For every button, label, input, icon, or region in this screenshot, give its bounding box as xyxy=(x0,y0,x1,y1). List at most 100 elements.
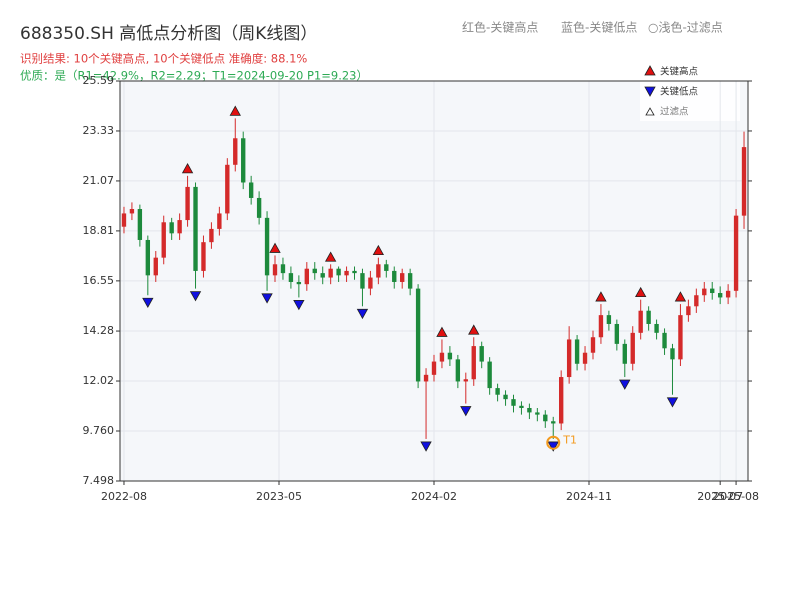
candle-body xyxy=(161,222,166,258)
candle-body xyxy=(248,182,254,198)
candle-body xyxy=(447,352,453,360)
candle-body xyxy=(225,164,230,214)
low-point xyxy=(420,441,432,452)
high-point xyxy=(635,286,647,298)
y-tick-label: 21.07 xyxy=(83,174,115,187)
high-point xyxy=(468,324,480,335)
low-point xyxy=(666,397,679,408)
candle-body xyxy=(336,268,341,276)
candle-body xyxy=(256,197,262,218)
candle-body xyxy=(272,264,278,276)
candle-body xyxy=(312,268,317,274)
candle-body xyxy=(463,379,468,382)
candle-body xyxy=(129,209,135,214)
candle-body xyxy=(710,288,715,294)
x-tick-label: 2025-08 xyxy=(713,490,759,503)
candle-body xyxy=(201,242,206,271)
high-point xyxy=(324,251,337,262)
low-point xyxy=(619,379,631,390)
top-legend: ○浅色-过滤点 xyxy=(648,21,723,35)
high-point xyxy=(269,242,281,253)
candle-body xyxy=(543,414,548,422)
high-point xyxy=(229,105,241,116)
candle-body xyxy=(622,343,627,364)
candle-body xyxy=(177,220,182,234)
candle-body xyxy=(137,209,143,240)
candle-body xyxy=(519,405,524,408)
candle-body xyxy=(741,147,747,216)
candle-body xyxy=(209,228,214,243)
candle-body xyxy=(352,270,357,274)
low-point xyxy=(142,297,154,309)
legend-box xyxy=(640,63,740,121)
candle-body xyxy=(495,388,500,395)
low-point xyxy=(293,300,305,311)
high-point xyxy=(595,291,607,302)
candle-body xyxy=(535,412,540,415)
candle-body xyxy=(407,273,413,289)
candle-body xyxy=(527,407,532,413)
candle-body xyxy=(606,315,612,324)
top-legend: 蓝色-关键低点 xyxy=(561,21,637,35)
candle-body xyxy=(455,359,461,382)
candle-body xyxy=(694,295,699,307)
legend-symbol xyxy=(644,86,656,97)
legend-label: 关键低点 xyxy=(660,86,699,98)
subtitle: 识别结果: 10个关键高点, 10个关键低点 准确度: 88.1% xyxy=(20,52,307,66)
candle-body xyxy=(384,264,389,271)
legend-label: 过滤点 xyxy=(660,106,689,118)
candle-body xyxy=(360,273,365,289)
candle-body xyxy=(376,264,381,278)
candle-body xyxy=(145,239,151,276)
x-tick-label: 2024-02 xyxy=(411,490,457,503)
candle-body xyxy=(479,346,484,362)
candle-body xyxy=(686,306,691,316)
candle-body xyxy=(662,332,667,349)
low-point xyxy=(261,293,273,304)
legend-symbol xyxy=(645,107,655,116)
candle-body xyxy=(304,268,309,285)
candle-body xyxy=(670,348,675,360)
y-tick-label: 14.28 xyxy=(83,324,115,337)
y-tick-label: 7.498 xyxy=(83,474,115,487)
y-tick-label: 23.33 xyxy=(83,124,115,137)
candle-body xyxy=(487,361,492,389)
candle-body xyxy=(217,213,222,229)
t1-label: T1 xyxy=(562,434,577,447)
x-tick-label: 2022-08 xyxy=(101,490,147,503)
quality-note: 优质：是（R1=42.9%，R2=2.29；T1=2024-09-20 P1=9… xyxy=(20,69,368,83)
candle-body xyxy=(654,323,659,333)
candle-body xyxy=(320,273,325,278)
low-point xyxy=(460,406,472,417)
candle-body xyxy=(646,310,651,324)
candle-body xyxy=(153,257,158,276)
candle-body xyxy=(733,215,739,291)
candle-body xyxy=(193,186,198,271)
candle-body xyxy=(582,352,588,364)
top-legend: 红色-关键高点 xyxy=(462,20,538,35)
high-point xyxy=(372,244,385,256)
candle-body xyxy=(559,377,564,424)
candle-body xyxy=(574,339,580,364)
x-tick-label: 2024-11 xyxy=(566,490,612,503)
candle-body xyxy=(344,270,349,276)
candle-body xyxy=(415,288,421,382)
x-tick-label: 2023-05 xyxy=(256,490,302,503)
candle-body xyxy=(241,138,246,183)
candle-body xyxy=(392,270,397,282)
candle-body xyxy=(328,268,333,278)
candle-body xyxy=(368,277,373,289)
high-point xyxy=(674,291,687,302)
candle-body xyxy=(431,361,437,375)
candle-body xyxy=(439,352,445,362)
candle-body xyxy=(678,315,683,360)
y-tick-label: 12.02 xyxy=(83,374,115,387)
legend-symbol xyxy=(644,65,656,76)
candle-body xyxy=(233,138,238,165)
candle-body xyxy=(503,394,508,400)
candle-body xyxy=(471,346,476,380)
low-point xyxy=(547,441,559,452)
candle-body xyxy=(566,339,572,378)
